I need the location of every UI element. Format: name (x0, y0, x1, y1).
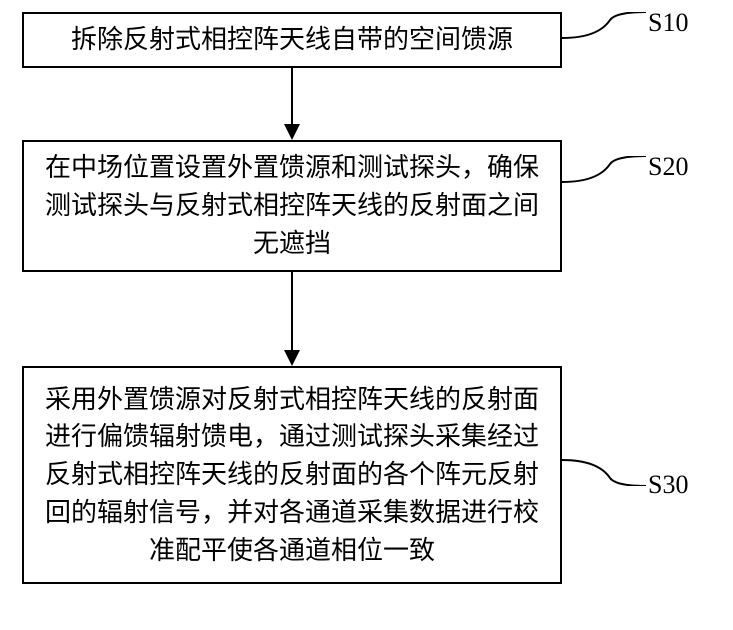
flow-step-s10: 拆除反射式相控阵天线自带的空间馈源 (22, 12, 562, 68)
connector-s20 (562, 156, 646, 190)
step-label-s10: S10 (648, 8, 688, 38)
arrow-s20-s30-head (284, 350, 300, 366)
arrow-s10-s20-head (284, 124, 300, 140)
connector-path (562, 156, 646, 182)
flow-step-s20-text: 在中场位置设置外置馈源和测试探头，确保测试探头与反射式相控阵天线的反射面之间无遮… (40, 149, 544, 262)
flow-step-s20: 在中场位置设置外置馈源和测试探头，确保测试探头与反射式相控阵天线的反射面之间无遮… (22, 140, 562, 272)
flow-step-s10-text: 拆除反射式相控阵天线自带的空间馈源 (71, 21, 513, 59)
arrow-s10-s20-line (291, 68, 293, 124)
arrow-s20-s30-line (291, 272, 293, 350)
connector-path (562, 12, 646, 38)
step-label-s20: S20 (648, 152, 688, 182)
connector-s10 (562, 12, 646, 46)
flow-step-s30: 采用外置馈源对反射式相控阵天线的反射面进行偏馈辐射馈电，通过测试探头采集经过反射… (22, 366, 562, 584)
connector-s30 (562, 452, 646, 486)
step-label-s30: S30 (648, 470, 688, 500)
connector-path (562, 460, 646, 486)
flow-step-s30-text: 采用外置馈源对反射式相控阵天线的反射面进行偏馈辐射馈电，通过测试探头采集经过反射… (40, 381, 544, 569)
